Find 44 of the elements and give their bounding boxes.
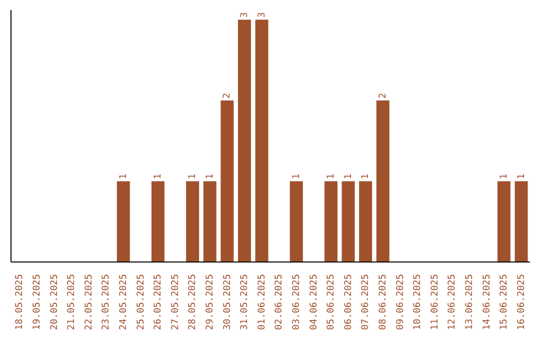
- x-tick-label: 14.06.2025: [481, 274, 492, 330]
- x-tick-label: 10.06.2025: [412, 274, 424, 330]
- data-label: 1: [516, 174, 527, 180]
- x-tick-label: 15.06.2025: [498, 274, 510, 330]
- data-label: 1: [204, 174, 216, 180]
- x-tick-label: 23.05.2025: [100, 274, 112, 330]
- data-label: 1: [360, 174, 372, 180]
- x-tick-label: 25.05.2025: [135, 274, 146, 330]
- x-tick-label: 26.05.2025: [152, 274, 164, 330]
- data-label: 1: [187, 174, 198, 180]
- data-label: 1: [290, 174, 302, 180]
- data-label: 2: [377, 92, 388, 98]
- x-tick-label: 09.06.2025: [394, 274, 406, 330]
- data-label: 1: [152, 174, 164, 180]
- data-label: 1: [118, 174, 129, 180]
- data-label: 1: [498, 174, 510, 180]
- x-tick-label: 19.05.2025: [31, 274, 42, 330]
- x-tick-label: 21.05.2025: [66, 274, 78, 330]
- x-tick-label: 02.06.2025: [274, 274, 285, 330]
- x-tick-label: 24.05.2025: [118, 274, 129, 330]
- x-tick-label: 05.06.2025: [326, 274, 337, 330]
- data-label: 1: [342, 174, 354, 180]
- x-tick-label: 28.05.2025: [187, 274, 198, 330]
- x-tick-label: 16.06.2025: [516, 274, 527, 330]
- data-label: 3: [256, 12, 268, 18]
- x-tick-label: 18.05.2025: [14, 274, 26, 330]
- data-label: 1: [325, 174, 336, 180]
- x-tick-label: 03.06.2025: [290, 274, 302, 330]
- x-tick-label: 07.06.2025: [360, 274, 372, 330]
- x-tick-label: 12.06.2025: [446, 274, 458, 330]
- x-tick-label: 27.05.2025: [170, 274, 181, 330]
- data-label: 2: [222, 92, 233, 98]
- x-tick-label: 01.06.2025: [256, 274, 268, 330]
- data-label: 3: [238, 12, 250, 18]
- x-tick-label: 04.06.2025: [308, 274, 320, 330]
- x-tick-label: 20.05.2025: [48, 274, 60, 330]
- x-tick-label: 31.05.2025: [239, 274, 250, 330]
- x-tick-label: 22.05.2025: [83, 274, 94, 330]
- x-tick-label: 11.06.2025: [429, 274, 440, 330]
- x-tick-label: 13.06.2025: [464, 274, 475, 330]
- x-tick-label: 29.05.2025: [204, 274, 216, 330]
- x-tick-label: 30.05.2025: [222, 274, 233, 330]
- x-tick-label: 08.06.2025: [377, 274, 388, 330]
- x-tick-label: 06.06.2025: [342, 274, 354, 330]
